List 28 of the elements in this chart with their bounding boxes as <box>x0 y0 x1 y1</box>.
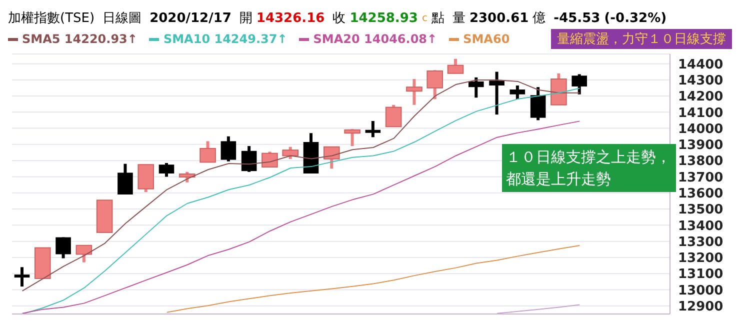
legend-label: SMA10 14249.37↑ <box>162 32 288 46</box>
text: 量縮震盪，力守１０日線支撐 <box>551 29 732 49</box>
y-tick-label: 14400 <box>678 57 724 72</box>
y-tick-label: 13300 <box>678 234 724 250</box>
legend-label: SMA5 14220.93↑ <box>21 32 138 46</box>
y-tick-label: 13100 <box>678 267 724 282</box>
y-tick-label: 14300 <box>678 73 724 88</box>
y-tick-label: 13800 <box>678 154 724 170</box>
y-tick-label: 14100 <box>678 106 724 121</box>
legend-label: SMA20 14046.08↑ <box>312 32 438 46</box>
y-tick-label: 13700 <box>678 170 724 186</box>
y-tick-label: 14000 <box>678 122 724 137</box>
y-tick-label: 13400 <box>678 218 724 234</box>
text: 收 14258.93 c 點 <box>332 10 444 27</box>
text: 開 14326.16 <box>239 10 325 27</box>
y-tick-label: 12900 <box>678 300 724 315</box>
y-tick-label: 13500 <box>678 202 724 218</box>
y-tick-label: 14200 <box>678 90 724 105</box>
chart-title: 加權指數(TSE) <box>8 10 95 27</box>
annotation: １０日線支撐之上走勢，都還是上升走勢 <box>502 144 676 192</box>
y-tick-label: 13200 <box>678 251 724 266</box>
text: 量 2300.61 億 <box>452 10 546 27</box>
legend-label: SMA60 <box>462 32 510 46</box>
y-tick-label: 13600 <box>678 186 724 202</box>
y-tick-label: 13900 <box>678 138 724 154</box>
text: -45.53 (-0.32%) <box>554 10 667 26</box>
chart-subtitle: 日線圖 2020/12/17 <box>102 10 232 27</box>
y-tick-label: 13000 <box>678 283 724 298</box>
